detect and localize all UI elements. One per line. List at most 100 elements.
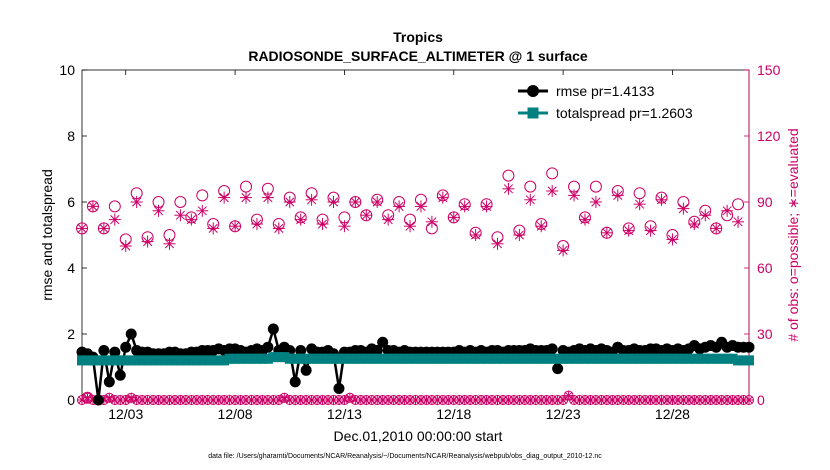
y-left-tick-label: 8 xyxy=(67,128,75,144)
totalspread-point xyxy=(569,353,580,364)
rmse-point xyxy=(98,345,110,356)
obs-evaluated-point xyxy=(305,193,318,206)
y-left-tick-label: 10 xyxy=(59,62,75,78)
obs-evaluated-point xyxy=(218,191,231,204)
totalspread-point xyxy=(142,355,153,366)
totalspread-point xyxy=(623,353,634,364)
obs-evaluated-zero-point xyxy=(640,395,651,405)
obs-evaluated-point xyxy=(229,220,242,233)
obs-evaluated-zero-point xyxy=(437,395,448,405)
totalspread-point xyxy=(372,353,383,364)
obs-possible-point xyxy=(589,180,602,193)
y-left-tick-label: 0 xyxy=(67,392,75,408)
totalspread-point xyxy=(87,355,98,366)
totalspread-point xyxy=(711,353,722,364)
x-tick-label: 12/28 xyxy=(655,406,690,422)
rmse-point xyxy=(114,369,126,381)
totalspread-point xyxy=(246,353,257,364)
obs-evaluated-point xyxy=(644,224,657,237)
obs-evaluated-point xyxy=(568,189,581,202)
totalspread-point xyxy=(312,353,323,364)
obs-evaluated-point xyxy=(557,244,570,257)
obs-evaluated-point xyxy=(600,226,613,239)
obs-evaluated-zero-point xyxy=(689,395,700,405)
totalspread-point xyxy=(596,353,607,364)
obs-possible-point xyxy=(174,196,187,208)
rmse-point xyxy=(295,345,307,356)
totalspread-point xyxy=(355,353,366,364)
obs-evaluated-point xyxy=(97,222,110,235)
totalspread-point xyxy=(629,353,640,364)
obs-evaluated-zero-point xyxy=(470,395,481,405)
totalspread-point xyxy=(716,353,727,364)
totalspread-point xyxy=(93,355,104,366)
totalspread-point xyxy=(164,355,175,366)
totalspread-point xyxy=(290,353,301,364)
chart-subtitle: RADIOSONDE_SURFACE_ALTIMETER @ 1 surface xyxy=(248,48,588,64)
totalspread-point xyxy=(159,355,170,366)
obs-count-series xyxy=(76,167,754,405)
obs-evaluated-point xyxy=(163,237,176,250)
x-tick-label: 12/18 xyxy=(436,406,471,422)
totalspread-point xyxy=(323,353,334,364)
totalspread-point xyxy=(519,353,530,364)
totalspread-point xyxy=(306,353,317,364)
legend: rmse pr=1.4133 totalspread pr=1.2603 xyxy=(510,78,736,126)
totalspread-point xyxy=(640,353,651,364)
totalspread-point xyxy=(563,353,574,364)
totalspread-point xyxy=(683,353,694,364)
totalspread-point xyxy=(131,355,142,366)
obs-evaluated-point xyxy=(491,237,504,250)
totalspread-point xyxy=(339,353,350,364)
obs-evaluated-zero-point xyxy=(164,395,175,405)
legend-rmse-marker xyxy=(527,85,539,97)
y-left-tick-label: 2 xyxy=(67,326,75,342)
obs-evaluated-zero-point xyxy=(722,395,733,405)
obs-evaluated-zero-point xyxy=(148,395,159,405)
rmse-spread-series xyxy=(76,323,755,406)
totalspread-point xyxy=(180,355,191,366)
obs-evaluated-zero-point xyxy=(355,395,366,405)
obs-evaluated-point xyxy=(447,211,460,224)
totalspread-point xyxy=(530,353,541,364)
totalspread-point xyxy=(727,353,738,364)
totalspread-point xyxy=(497,353,508,364)
totalspread-point xyxy=(421,353,432,364)
obs-possible-point xyxy=(732,198,745,211)
totalspread-point xyxy=(251,353,262,364)
totalspread-point xyxy=(547,353,558,364)
rmse-point xyxy=(300,364,312,376)
obs-evaluated-zero-point xyxy=(251,395,262,405)
y-right-tick-label: 60 xyxy=(757,260,773,276)
totalspread-point xyxy=(558,353,569,364)
obs-possible-point xyxy=(524,180,537,193)
totalspread-point xyxy=(186,355,197,366)
totalspread-point xyxy=(579,353,590,364)
totalspread-point xyxy=(394,353,405,364)
totalspread-point xyxy=(437,353,448,364)
axis-ticks: 12/03 12/08 12/13 12/18 12/23 12/28 0 2 4 6 8 10 0 30… xyxy=(59,62,780,422)
rmse-point xyxy=(552,363,564,375)
totalspread-point xyxy=(612,353,623,364)
totalspread-point xyxy=(645,353,656,364)
obs-evaluated-point xyxy=(141,235,154,248)
totalspread-point xyxy=(536,353,547,364)
totalspread-point xyxy=(208,355,219,366)
obs-evaluated-point xyxy=(349,196,362,208)
obs-evaluated-point xyxy=(546,185,559,197)
obs-evaluated-point xyxy=(436,191,449,204)
obs-evaluated-point xyxy=(207,222,220,235)
totalspread-point xyxy=(120,355,131,366)
rmse-point xyxy=(125,328,137,340)
totalspread-point xyxy=(77,355,87,366)
totalspread-point xyxy=(415,353,426,364)
x-tick-label: 12/13 xyxy=(327,406,362,422)
rmse-point xyxy=(546,343,558,355)
totalspread-point xyxy=(426,353,437,364)
obs-evaluated-point xyxy=(371,196,384,208)
obs-evaluated-point xyxy=(414,200,427,213)
obs-evaluated-zero-point xyxy=(744,395,754,405)
obs-evaluated-point xyxy=(152,204,165,217)
totalspread-point xyxy=(268,352,279,363)
obs-evaluated-zero-point xyxy=(459,395,470,405)
